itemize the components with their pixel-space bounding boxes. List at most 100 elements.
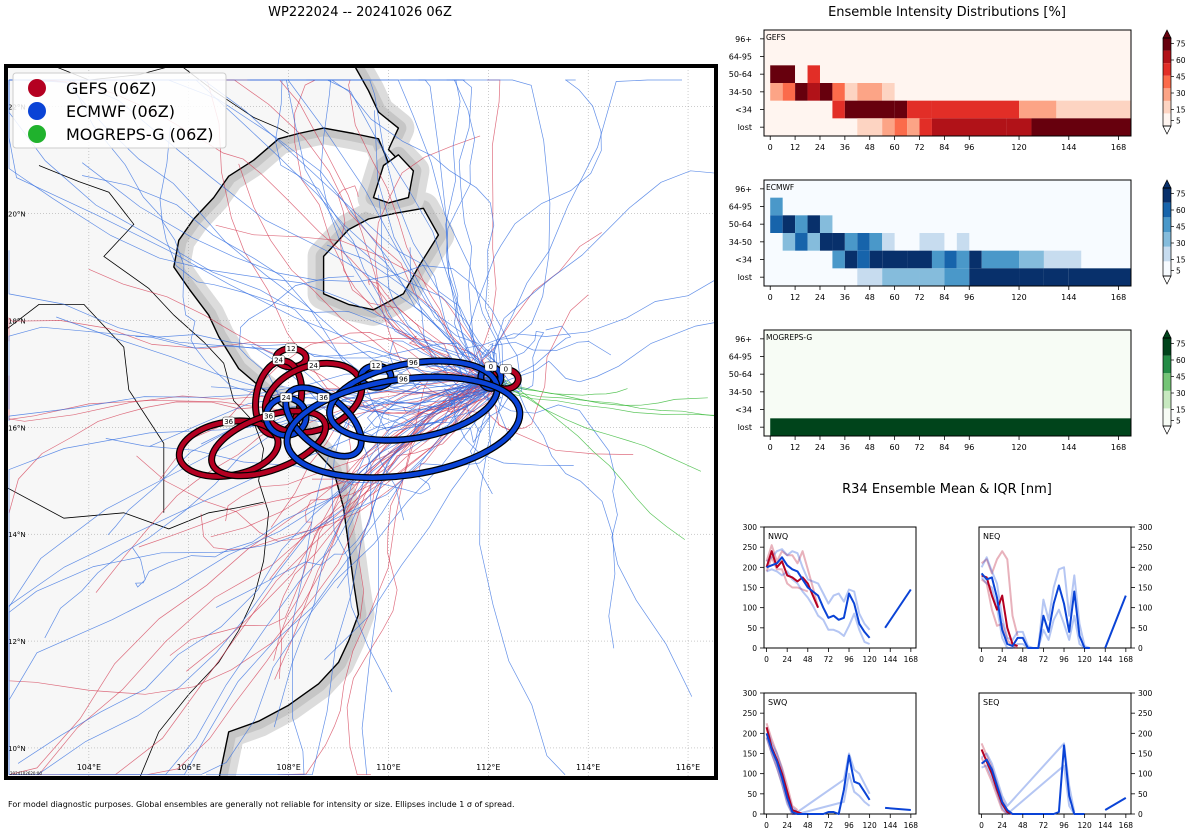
lon-tick-label: 110°E bbox=[376, 763, 400, 772]
intensity-x-tick-label: 96 bbox=[964, 443, 974, 452]
intensity-x-tick-label: 144 bbox=[1061, 443, 1076, 452]
r34-y-tick-label: 250 bbox=[1138, 543, 1153, 552]
heatmap-cell bbox=[907, 250, 932, 269]
heatmap-cell bbox=[1043, 250, 1082, 269]
r34-y-tick-label: 300 bbox=[743, 689, 758, 698]
track-line bbox=[100, 386, 505, 776]
heatmap-cell bbox=[1006, 118, 1032, 136]
colorbar-frame bbox=[1162, 37, 1172, 127]
r34-quadrant-label: NWQ bbox=[768, 532, 788, 541]
track-line bbox=[491, 371, 693, 697]
forecast-hour-label-bg bbox=[369, 360, 383, 371]
legend-swatch-2 bbox=[28, 125, 46, 143]
track-line bbox=[504, 386, 702, 472]
heatmap-cell bbox=[770, 83, 783, 101]
track-line bbox=[8, 382, 495, 775]
ecmwf-iqr-q1-line bbox=[766, 568, 870, 645]
heatmap-cell bbox=[770, 215, 783, 233]
heatmap-cell bbox=[882, 233, 895, 251]
r34-x-tick-label: 144 bbox=[1098, 655, 1113, 664]
legend-label: ECMWF (06Z) bbox=[66, 102, 175, 121]
r34-x-tick-label: 48 bbox=[1018, 821, 1028, 830]
colorbar-tick-label: 15 bbox=[1176, 406, 1186, 415]
r34-x-tick-label: 24 bbox=[782, 655, 792, 664]
colorbar-tick-label: 5 bbox=[1176, 267, 1181, 276]
intensity-x-tick-label: 120 bbox=[1011, 143, 1026, 152]
r34-y-tick-label: 100 bbox=[743, 770, 758, 779]
intensity-distributions: 96+ 64-95 50-64 34-50 <34 lost GEFS 0 12 24 36 48 60… bbox=[729, 29, 1186, 452]
forecast-hour-label: 24 bbox=[309, 362, 318, 370]
ecmwf-mean-line bbox=[765, 732, 871, 815]
intensity-x-tick-label: 84 bbox=[939, 293, 949, 302]
track-line bbox=[132, 373, 493, 588]
colorbar-segment bbox=[1163, 88, 1171, 101]
r34-x-tick-label: 72 bbox=[1039, 655, 1049, 664]
intensity-x-tick-label: 72 bbox=[914, 143, 924, 152]
track-line bbox=[273, 376, 504, 728]
r34-x-tick-label: 24 bbox=[997, 821, 1007, 830]
colorbar-frame bbox=[1162, 337, 1172, 427]
heatmap-cell bbox=[857, 118, 883, 136]
lon-tick-label: 104°E bbox=[77, 763, 101, 772]
intensity-x-tick-label: 24 bbox=[815, 143, 825, 152]
r34-title: R34 Ensemble Mean & IQR [nm] bbox=[842, 482, 1052, 497]
r34-y-tick-label: 200 bbox=[1138, 729, 1153, 738]
intensity-x-tick-label: 144 bbox=[1061, 293, 1076, 302]
r34-y-tick-label: 50 bbox=[1138, 624, 1148, 633]
track-line bbox=[206, 368, 495, 776]
forecast-hour-label-bg bbox=[262, 411, 275, 421]
heatmap-cell bbox=[1056, 100, 1131, 119]
gefs-iqr-q1-line bbox=[765, 556, 809, 593]
heatmap-cell bbox=[956, 250, 970, 269]
heatmap-cell bbox=[795, 65, 808, 83]
heatmap-cell bbox=[857, 268, 883, 286]
track-line bbox=[389, 340, 494, 390]
track-line bbox=[400, 79, 499, 387]
forecast-hour-label-bg bbox=[272, 355, 285, 365]
heatmap-cell bbox=[1019, 100, 1057, 119]
intensity-x-tick-label: 48 bbox=[865, 293, 875, 302]
intensity-x-tick-label: 24 bbox=[815, 443, 825, 452]
forecast-hour-label: 96 bbox=[399, 375, 408, 383]
intensity-x-tick-label: 72 bbox=[914, 293, 924, 302]
r34-frame bbox=[763, 692, 917, 815]
colorbar-segment bbox=[1163, 338, 1171, 356]
colorbar-tick-label: 15 bbox=[1176, 256, 1186, 265]
track-line bbox=[498, 385, 718, 417]
colorbar-segment bbox=[1163, 50, 1171, 64]
intensity-x-tick-label: 168 bbox=[1111, 443, 1126, 452]
colorbar-top-arrow bbox=[1162, 29, 1172, 39]
track-line bbox=[483, 170, 718, 401]
intensity-x-tick-label: 12 bbox=[790, 293, 800, 302]
heatmap-cell bbox=[907, 118, 920, 136]
forecast-hour-label-bg bbox=[284, 343, 298, 353]
forecast-hour-label-bg bbox=[317, 392, 330, 403]
r34-y-tick-label: 50 bbox=[747, 790, 757, 799]
colorbar-segment bbox=[1163, 246, 1171, 262]
heatmap-cell bbox=[807, 65, 820, 83]
heatmap-cell bbox=[795, 233, 808, 251]
intensity-row-label: 34-50 bbox=[729, 238, 752, 247]
heatmap-cell bbox=[1031, 118, 1131, 136]
ecmwf-mean-line-extended bbox=[885, 806, 911, 811]
colorbar-segment bbox=[1163, 188, 1171, 203]
gefs-iqr-q3-line bbox=[765, 544, 820, 608]
heatmap-cell bbox=[770, 418, 1131, 436]
intensity-panel-ecmwf: 96+ 64-95 50-64 34-50 <34 lost ECMWF 0 12 24 36 48 6… bbox=[729, 179, 1186, 302]
r34-x-tick-label: 0 bbox=[979, 655, 984, 664]
r34-x-tick-label: 168 bbox=[904, 821, 919, 830]
heatmap-cell bbox=[819, 233, 833, 251]
intensity-row-label: 64-95 bbox=[729, 53, 752, 62]
colorbar-tick-label: 15 bbox=[1176, 106, 1186, 115]
intensity-x-tick-label: 168 bbox=[1111, 293, 1126, 302]
r34-x-tick-label: 120 bbox=[862, 821, 877, 830]
r34-y-tick-label: 200 bbox=[743, 729, 758, 738]
r34-x-tick-label: 120 bbox=[862, 655, 877, 664]
r34-x-tick-label: 24 bbox=[782, 821, 792, 830]
intensity-x-tick-label: 120 bbox=[1011, 293, 1026, 302]
r34-y-tick-label: 250 bbox=[743, 543, 758, 552]
gefs-iqr-q3-line bbox=[980, 550, 1019, 637]
heatmap-cell bbox=[882, 83, 895, 101]
intensity-x-tick-label: 168 bbox=[1111, 143, 1126, 152]
